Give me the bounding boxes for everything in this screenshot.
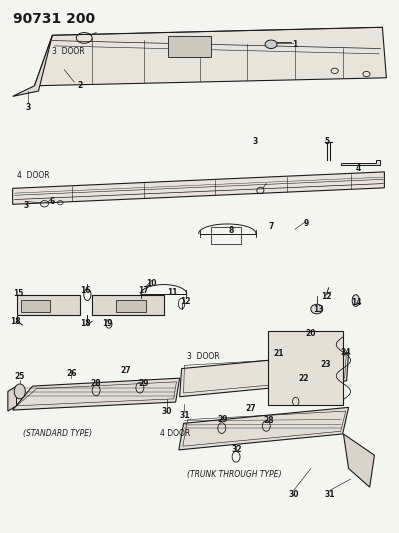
Text: 3: 3 (25, 102, 30, 111)
Bar (168, 36, 211, 56)
Text: 30: 30 (288, 489, 299, 498)
Bar (116, 300, 146, 312)
Circle shape (14, 384, 26, 399)
Text: 9: 9 (303, 220, 309, 229)
Polygon shape (13, 172, 384, 204)
Text: 26: 26 (66, 369, 77, 378)
Bar (21, 300, 50, 312)
Text: 3: 3 (24, 201, 29, 210)
Bar (211, 227, 241, 244)
Text: 20: 20 (306, 329, 316, 338)
Text: 3  DOOR: 3 DOOR (52, 47, 85, 55)
Text: 19: 19 (102, 319, 113, 328)
Text: 30: 30 (162, 407, 172, 416)
Text: 15: 15 (14, 288, 24, 297)
Text: 32: 32 (232, 446, 242, 455)
Text: 24: 24 (341, 348, 351, 357)
Text: 5: 5 (324, 137, 329, 146)
Text: 10: 10 (146, 279, 157, 288)
Text: 11: 11 (167, 287, 178, 296)
Text: 14: 14 (351, 297, 362, 306)
Polygon shape (17, 295, 80, 316)
Polygon shape (344, 434, 374, 487)
Text: 31: 31 (179, 411, 190, 420)
Text: 31: 31 (325, 489, 335, 498)
Text: 2: 2 (77, 81, 83, 90)
Text: 16: 16 (80, 286, 90, 295)
Text: (STANDARD TYPE): (STANDARD TYPE) (23, 430, 92, 439)
Text: 90731 200: 90731 200 (13, 12, 95, 27)
Polygon shape (179, 407, 349, 450)
Text: 12: 12 (180, 296, 191, 305)
Text: (TRUNK THROUGH TYPE): (TRUNK THROUGH TYPE) (187, 471, 281, 479)
Text: 8: 8 (229, 227, 234, 236)
Text: 18: 18 (80, 319, 90, 328)
Ellipse shape (311, 304, 323, 314)
Text: 27: 27 (245, 404, 256, 413)
Text: 29: 29 (217, 415, 228, 424)
Text: 28: 28 (264, 416, 275, 425)
Text: 28: 28 (91, 379, 101, 388)
Text: 4  DOOR: 4 DOOR (17, 171, 49, 180)
Text: 4 DOOR: 4 DOOR (160, 430, 190, 439)
Text: 3: 3 (253, 137, 258, 146)
Text: 6: 6 (50, 197, 55, 206)
Text: 23: 23 (321, 360, 331, 369)
Text: 29: 29 (138, 379, 149, 388)
Text: 27: 27 (120, 366, 131, 375)
Text: 17: 17 (138, 286, 149, 295)
Bar (268, 332, 344, 405)
Text: 1: 1 (292, 40, 298, 49)
Polygon shape (34, 27, 386, 86)
Text: 21: 21 (274, 349, 284, 358)
Polygon shape (180, 353, 349, 397)
Polygon shape (341, 160, 380, 165)
Text: 25: 25 (15, 372, 25, 381)
Polygon shape (92, 295, 164, 316)
Text: 3  DOOR: 3 DOOR (187, 352, 219, 361)
Text: 7: 7 (269, 222, 274, 231)
Polygon shape (8, 386, 17, 411)
Polygon shape (13, 378, 180, 410)
Ellipse shape (265, 40, 277, 49)
Ellipse shape (352, 295, 359, 306)
Polygon shape (13, 35, 52, 96)
Text: 13: 13 (314, 304, 324, 313)
Text: 22: 22 (298, 374, 309, 383)
Text: 12: 12 (322, 292, 332, 301)
Text: 4: 4 (356, 164, 361, 173)
Text: 18: 18 (10, 317, 21, 326)
